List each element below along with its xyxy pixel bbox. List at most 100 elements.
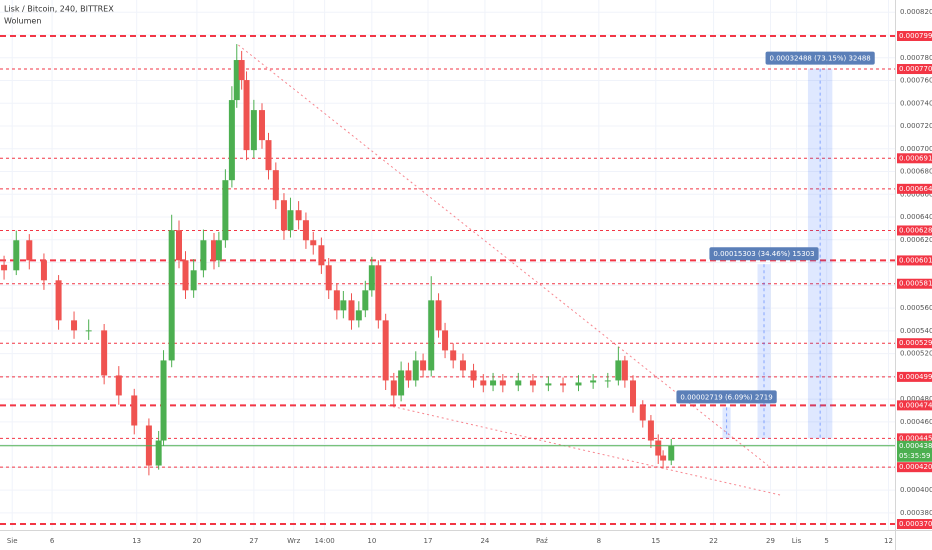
candle-body xyxy=(250,110,257,151)
y-tick-label: 0.00076000 xyxy=(900,77,932,85)
level-label-bg xyxy=(897,225,932,236)
y-tick-label: 0.00046000 xyxy=(900,418,932,426)
candle-body xyxy=(362,290,369,311)
candle-body xyxy=(420,360,427,371)
y-tick-label: 0.00074000 xyxy=(900,99,932,107)
candle-body xyxy=(155,440,162,466)
level-label: 0.00044552 xyxy=(899,434,932,442)
y-tick-label: 0.00068000 xyxy=(900,168,932,176)
x-tick-label: 29 xyxy=(766,537,775,545)
x-tick-label: 8 xyxy=(597,537,601,545)
level-label: 0.00079912 xyxy=(899,32,932,40)
candle-body xyxy=(435,300,442,331)
current-price-bg xyxy=(897,440,932,462)
candle-body xyxy=(368,265,375,291)
level-label: 0.00066480 xyxy=(899,185,932,193)
candle-body xyxy=(228,100,235,181)
candle-body xyxy=(160,360,167,441)
countdown-label: 05:35:59 xyxy=(899,452,930,460)
candle-body xyxy=(325,265,332,291)
candle-body xyxy=(560,383,567,386)
measure-label-bg xyxy=(765,51,875,65)
candle-body xyxy=(412,360,419,381)
candle-body xyxy=(382,320,389,381)
candle-body xyxy=(355,310,362,321)
x-tick-label: Wrz xyxy=(287,537,300,545)
candle-body xyxy=(428,300,435,371)
level-label-bg xyxy=(897,462,932,473)
level-label-bg xyxy=(897,433,932,444)
candle-body xyxy=(200,240,207,271)
y-tick-label: 0.00064000 xyxy=(900,213,932,221)
level-label-bg xyxy=(897,371,932,382)
candle-body xyxy=(265,140,272,171)
level-label-bg xyxy=(897,338,932,349)
candle-body xyxy=(176,230,182,261)
candle-body xyxy=(13,240,20,271)
candle-body xyxy=(450,350,457,361)
level-label: 0.00062820 xyxy=(899,226,932,234)
x-tick-label: 14:00 xyxy=(315,537,335,545)
candle-body xyxy=(545,383,552,386)
candle-body xyxy=(190,270,197,291)
x-tick-label: 5 xyxy=(824,537,828,545)
y-tick-label: 0.00078000 xyxy=(900,54,932,62)
x-tick-label: Lis xyxy=(792,537,802,545)
candle-body xyxy=(182,260,189,291)
candle-body xyxy=(210,240,217,261)
candle-body xyxy=(647,420,654,441)
level-label: 0.00037022 xyxy=(899,520,932,528)
candle-body xyxy=(115,375,122,396)
level-label: 0.00069164 xyxy=(899,154,932,162)
candle-body xyxy=(310,240,317,246)
candle-body xyxy=(529,380,536,386)
x-tick-label: 6 xyxy=(50,537,55,545)
x-tick-label: Sie xyxy=(7,537,18,545)
candle-body xyxy=(668,445,675,461)
candle-body xyxy=(515,380,522,386)
candle-body xyxy=(590,380,597,383)
level-label-bg xyxy=(897,31,932,42)
y-tick-label: 0.00062000 xyxy=(900,236,932,244)
candle-body xyxy=(639,405,646,421)
candle-body xyxy=(233,60,240,101)
measure-label: 0.00015303 (34.46%) 15303 xyxy=(713,250,814,258)
measure-box xyxy=(722,407,731,439)
y-tick-label: 0.00052000 xyxy=(900,350,932,358)
level-label-bg xyxy=(897,400,932,411)
candle-body xyxy=(442,330,449,351)
candle-body xyxy=(55,280,62,321)
candle-body xyxy=(375,265,382,321)
x-tick-label: 22 xyxy=(709,537,718,545)
y-tick-label: 0.00066000 xyxy=(900,190,932,198)
y-tick-label: 0.00070000 xyxy=(900,145,932,153)
measure-label-bg xyxy=(676,390,777,404)
candle-body xyxy=(280,200,287,231)
current-price-label: 0.00043897 xyxy=(899,442,932,450)
candle-body xyxy=(272,170,279,201)
candle-body xyxy=(258,110,265,141)
x-tick-label: 17 xyxy=(424,537,433,545)
volume-label: Wolumen xyxy=(4,17,41,26)
candle-body xyxy=(348,300,355,321)
y-tick-label: 0.00082000 xyxy=(900,8,932,16)
level-label-bg xyxy=(897,255,932,266)
candle-body xyxy=(499,380,506,386)
x-tick-label: 15 xyxy=(651,537,660,545)
candle-body xyxy=(71,320,78,331)
candle-body xyxy=(287,210,294,231)
candle-body xyxy=(85,330,92,332)
y-tick-label: 0.00056000 xyxy=(900,304,932,312)
chart-title: Lisk / Bitcoin, 240, BITTREX xyxy=(4,5,114,14)
level-label-bg xyxy=(897,64,932,75)
x-tick-label: 20 xyxy=(192,537,201,545)
candle-body xyxy=(405,370,412,381)
x-tick-label: 24 xyxy=(480,537,489,545)
candle-body xyxy=(655,440,662,456)
level-label: 0.00042017 xyxy=(899,463,932,471)
level-label: 0.00060187 xyxy=(899,256,932,264)
x-tick-label: 12 xyxy=(884,537,893,545)
level-label-bg xyxy=(897,519,932,530)
